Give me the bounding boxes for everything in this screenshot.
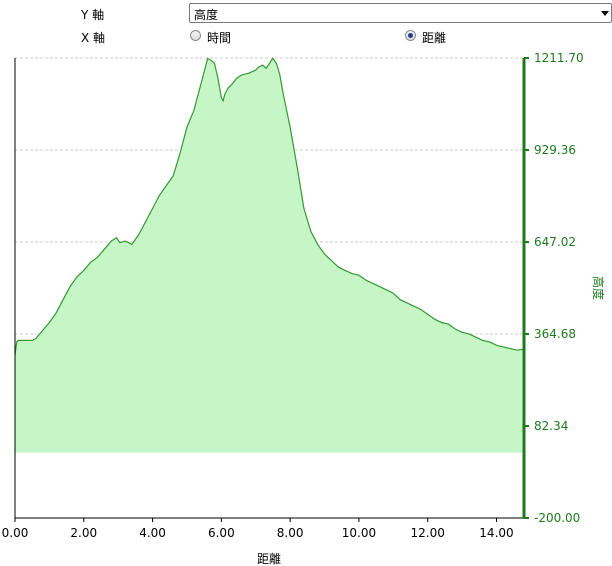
x-tick-label: 10.00: [342, 526, 376, 540]
y-tick-label: 929.36: [534, 143, 576, 157]
elevation-line: [14, 57, 525, 356]
x-tick-labels: 0.00 2.00 4.00 6.00 8.00 10.00 12.00 14.00: [2, 518, 514, 540]
y-axis-label: Y 軸: [81, 8, 105, 22]
y-tick-label: 364.68: [534, 327, 576, 341]
y-axis-select[interactable]: 高度: [189, 3, 612, 23]
y-tick-label: 647.02: [534, 235, 576, 249]
radio-time[interactable]: [190, 30, 201, 41]
y-axis-select-value: 高度: [194, 8, 219, 22]
chevron-down-icon: [601, 11, 609, 16]
y-tick-label: -200.00: [534, 511, 580, 525]
radio-distance-label[interactable]: 距離: [422, 31, 447, 45]
x-tick-label: 0.00: [2, 526, 29, 540]
radio-distance[interactable]: [405, 30, 416, 41]
x-tick-label: 4.00: [139, 526, 166, 540]
x-axis-label: X 軸: [81, 31, 106, 45]
x-axis-title: 距離: [257, 552, 281, 566]
x-tick-label: 8.00: [277, 526, 304, 540]
y-axis-title: 高度: [591, 276, 606, 300]
x-tick-label: 2.00: [70, 526, 97, 540]
x-tick-label: 12.00: [411, 526, 445, 540]
y-tick-label: 82.34: [534, 419, 568, 433]
x-tick-label: 6.00: [208, 526, 235, 540]
y-tick-label: 1211.70: [534, 51, 584, 65]
radio-time-label[interactable]: 時間: [207, 31, 232, 45]
elevation-area: [15, 58, 524, 453]
y-tick-labels: -200.00 82.34 364.68 647.02 929.36 1211.70: [524, 51, 584, 525]
x-tick-label: 14.00: [479, 526, 513, 540]
